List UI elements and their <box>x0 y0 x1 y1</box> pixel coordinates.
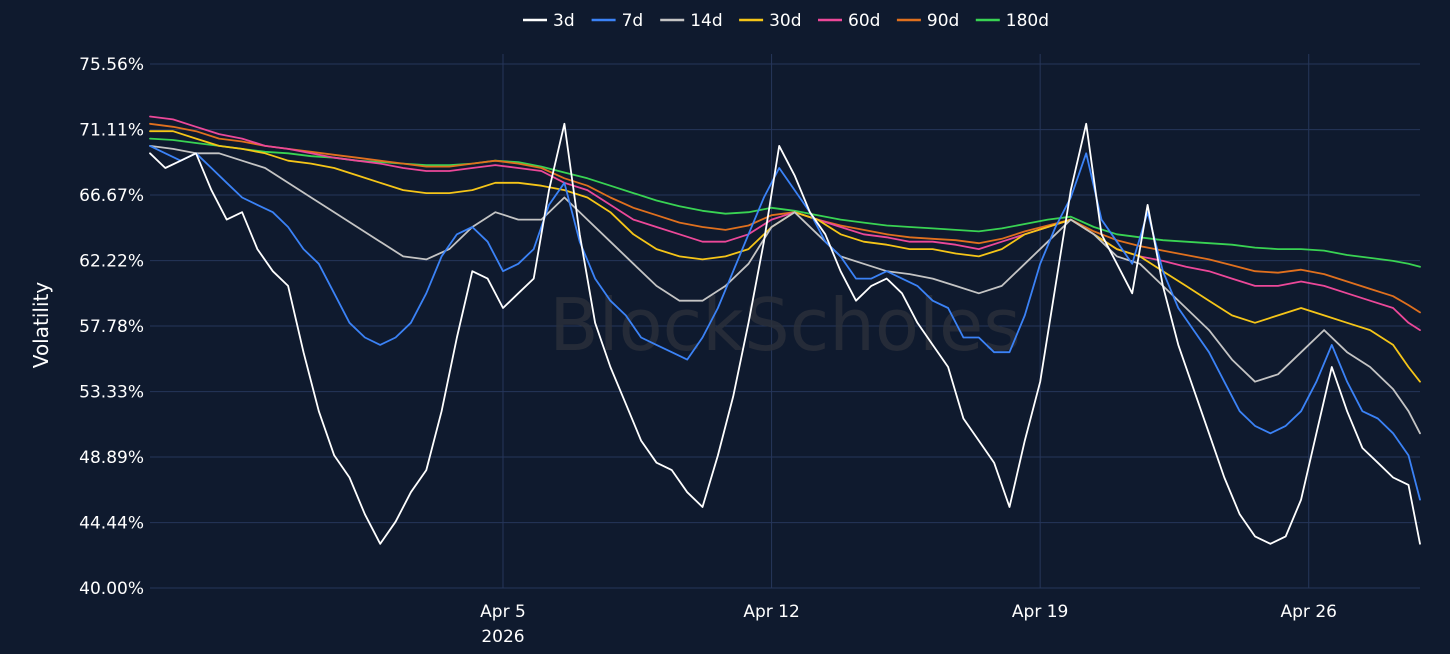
y-tick-label: 75.56% <box>79 55 144 75</box>
grid <box>150 54 1420 589</box>
y-tick-label: 57.78% <box>79 317 144 337</box>
x-tick-label: Apr 26 <box>1281 602 1337 622</box>
legend-label-90d[interactable]: 90d <box>927 11 959 31</box>
axes: 40.00% 44.44% 48.89% 53.33% 57.78% 62.22% 66.6… <box>79 55 1337 647</box>
legend-label-7d[interactable]: 7d <box>622 11 644 31</box>
y-tick-label: 66.67% <box>79 186 144 206</box>
y-tick-label: 53.33% <box>79 383 144 403</box>
x-tick-label: Apr 5 <box>480 602 526 622</box>
series-lines <box>149 115 1421 545</box>
x-tick-sublabel: 2026 <box>481 627 524 647</box>
y-tick-label: 71.11% <box>79 121 144 141</box>
legend-label-14d[interactable]: 14d <box>690 11 722 31</box>
legend: 3d 7d 14d 30d 60d 90d 180d <box>523 11 1049 31</box>
series-line-7d <box>149 144 1421 501</box>
series-line-3d <box>149 122 1421 545</box>
x-tick-label: Apr 12 <box>743 602 799 622</box>
y-tick-label: 48.89% <box>79 448 144 468</box>
legend-label-180d[interactable]: 180d <box>1006 11 1049 31</box>
y-tick-label: 44.44% <box>79 514 144 534</box>
legend-label-60d[interactable]: 60d <box>848 11 880 31</box>
watermark: BlockScholes <box>549 283 1021 367</box>
y-axis-label: Volatility <box>29 282 53 369</box>
y-tick-label: 62.22% <box>79 252 144 272</box>
legend-label-30d[interactable]: 30d <box>769 11 801 31</box>
series-line-14d <box>149 144 1421 435</box>
x-tick-label: Apr 19 <box>1012 602 1068 622</box>
legend-label-3d[interactable]: 3d <box>553 11 575 31</box>
y-tick-label: 40.00% <box>79 579 144 599</box>
